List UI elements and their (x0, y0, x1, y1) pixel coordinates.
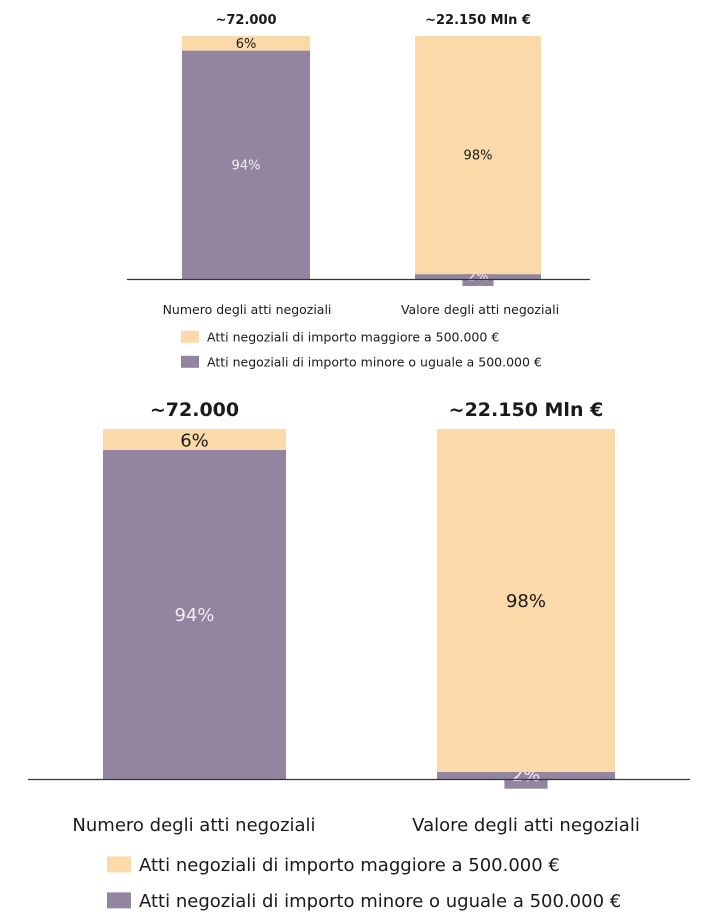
bar-segment-maggiore-1 (103, 429, 286, 450)
data-label: 98% (464, 149, 493, 164)
bar-segment-maggiore-2 (415, 36, 541, 275)
legend: Atti negoziali di importo maggiore a 500… (107, 855, 621, 912)
data-label: 6% (180, 430, 209, 451)
bar-total-label: ~22.150 Mln € (449, 399, 604, 421)
legend-label: Atti negoziali di importo minore o ugual… (139, 891, 621, 912)
legend-swatch (181, 355, 199, 368)
data-label-box (504, 767, 548, 789)
legend-swatch (107, 856, 131, 873)
x-tick-label: Valore degli atti negoziali (401, 302, 559, 317)
x-tick-label: Numero degli atti negoziali (163, 302, 332, 317)
data-label: 6% (236, 37, 257, 52)
bar-segment-minore-1 (103, 450, 286, 779)
bar-segment-minore-1 (182, 50, 310, 279)
x-tick-label: Valore degli atti negoziali (412, 815, 640, 836)
legend-label: Atti negoziali di importo minore o ugual… (207, 355, 542, 370)
bar-total-label: ~22.150 Mln € (425, 13, 531, 28)
bar-segment-maggiore-1 (182, 36, 310, 51)
x-tick-label: Numero degli atti negoziali (72, 815, 315, 836)
legend-label: Atti negoziali di importo maggiore a 500… (207, 330, 499, 345)
legend-label: Atti negoziali di importo maggiore a 500… (139, 855, 560, 876)
data-label: 98% (506, 591, 546, 612)
legend: Atti negoziali di importo maggiore a 500… (181, 330, 542, 370)
bar-total-label: ~72.000 (215, 13, 276, 28)
data-label: 94% (174, 605, 214, 626)
bar-total-label: ~72.000 (150, 399, 239, 421)
data-label-box (462, 270, 494, 287)
bar-segment-maggiore-2 (437, 429, 615, 772)
legend-swatch (107, 892, 131, 909)
data-label: 94% (232, 158, 261, 173)
legend-swatch (181, 330, 199, 343)
